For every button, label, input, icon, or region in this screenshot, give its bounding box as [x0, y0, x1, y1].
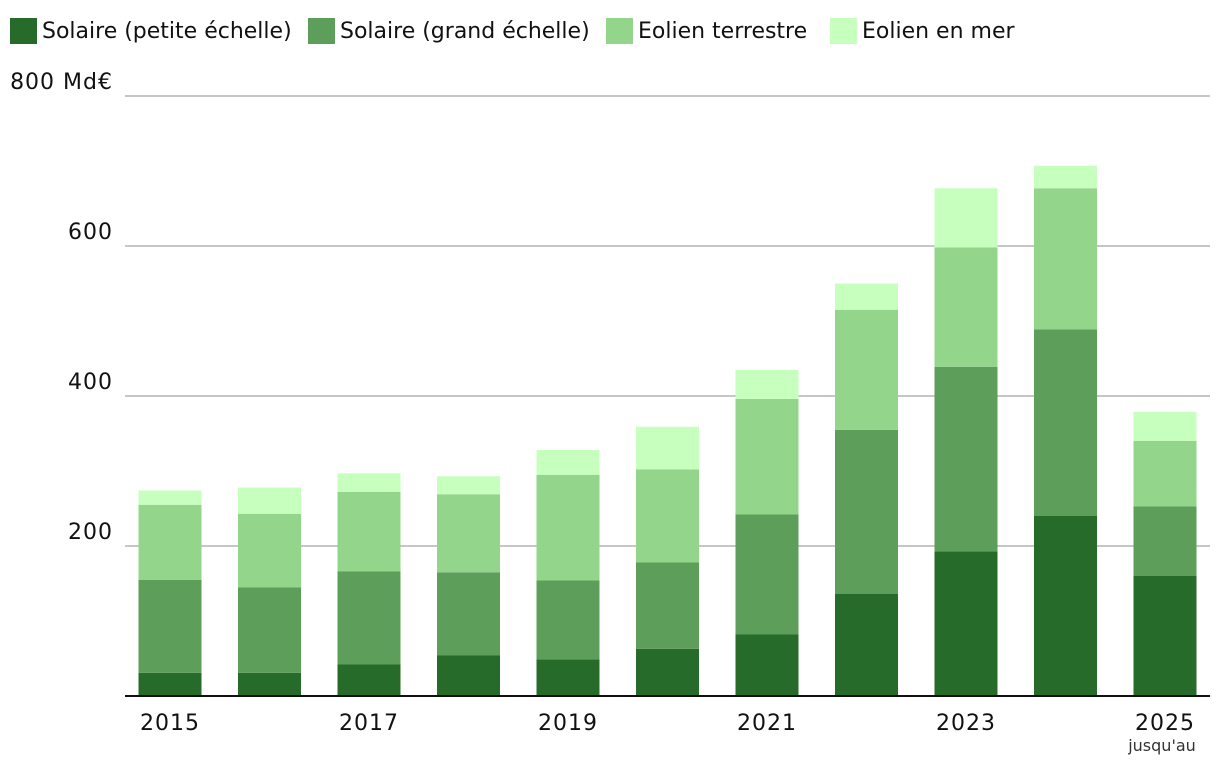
bar-segment — [1133, 411, 1197, 441]
bar-stack — [1133, 411, 1197, 696]
legend-entry: Solaire (petite échelle) — [10, 18, 292, 44]
bar-stack — [437, 476, 500, 696]
legend-entry: Solaire (grand échelle) — [308, 18, 590, 44]
bar-segment — [934, 188, 998, 248]
bar-segment — [337, 492, 401, 572]
bar-segment — [1133, 506, 1197, 576]
x-tick-label: 2025 — [1135, 711, 1195, 736]
y-tick-label: 400 — [68, 370, 113, 395]
bar-segment — [536, 659, 600, 696]
y-tick-label: 600 — [68, 220, 113, 245]
legend-entry: Eolien terrestre — [606, 18, 807, 44]
legend-label: Eolien terrestre — [638, 19, 807, 44]
bar-segment — [238, 672, 301, 696]
bar-stack — [636, 426, 699, 696]
bar-segment — [835, 283, 898, 310]
bars — [138, 165, 1197, 696]
bar-segment — [437, 494, 500, 573]
bar-segment — [636, 562, 699, 649]
bar-stack — [138, 490, 202, 696]
legend: Solaire (petite échelle) Solaire (grand é… — [10, 18, 1015, 44]
bar-segment — [437, 572, 500, 656]
bar-segment — [138, 579, 202, 673]
bar-segment — [636, 469, 699, 563]
bar-segment — [138, 504, 202, 580]
bar-segment — [735, 399, 799, 515]
bar-segment — [934, 551, 998, 696]
bar-segment — [138, 672, 202, 696]
x-tick-label: 2019 — [538, 711, 598, 736]
bar-segment — [238, 487, 301, 514]
bar-segment — [1034, 188, 1097, 330]
bar-segment — [735, 634, 799, 696]
bar-stack — [238, 487, 301, 696]
bar-segment — [1034, 516, 1097, 696]
bar-segment — [1034, 165, 1097, 189]
bar-segment — [337, 473, 401, 492]
legend-label: Solaire (petite échelle) — [42, 19, 292, 44]
bar-segment — [536, 450, 600, 475]
legend-label: Eolien en mer — [862, 19, 1015, 44]
legend-swatch — [308, 18, 335, 44]
bar-segment — [337, 571, 401, 665]
bar-segment — [437, 655, 500, 696]
bar-segment — [835, 429, 898, 594]
bar-segment — [238, 513, 301, 588]
x-tick-label: 2017 — [339, 711, 399, 736]
bar-segment — [735, 369, 799, 399]
bar-segment — [934, 247, 998, 367]
bar-segment — [1034, 329, 1097, 516]
bar-stack — [337, 473, 401, 696]
bar-segment — [735, 514, 799, 635]
legend-label: Solaire (grand échelle) — [340, 19, 590, 44]
legend-entry: Eolien en mer — [830, 18, 1015, 44]
bar-segment — [437, 476, 500, 495]
bar-segment — [835, 594, 898, 696]
bar-stack — [934, 188, 998, 696]
bar-segment — [337, 664, 401, 696]
x-tick-label: 2021 — [737, 711, 797, 736]
bar-segment — [835, 309, 898, 430]
bar-stack — [835, 283, 898, 696]
legend-swatch — [606, 18, 633, 44]
bar-stack — [536, 450, 600, 696]
y-tick-label: 200 — [68, 520, 113, 545]
y-axis-ticks: 800 Md€ 600 400 200 — [10, 70, 113, 545]
x-tick-label: 2023 — [936, 711, 996, 736]
bar-segment — [138, 490, 202, 505]
bar-segment — [536, 580, 600, 660]
bar-segment — [934, 366, 998, 552]
bar-segment — [636, 426, 699, 470]
x-tick-label: 2015 — [140, 711, 200, 736]
bar-segment — [536, 474, 600, 581]
y-tick-label: 800 Md€ — [10, 70, 113, 95]
bar-stack — [1034, 165, 1097, 696]
bar-segment — [1133, 576, 1197, 696]
x-tick-note: jusqu'au — [1127, 736, 1196, 755]
bar-segment — [1133, 441, 1197, 507]
bar-stack — [735, 369, 799, 696]
legend-swatch — [830, 18, 857, 44]
bar-segment — [636, 648, 699, 696]
legend-swatch — [10, 18, 37, 44]
bar-segment — [238, 587, 301, 673]
